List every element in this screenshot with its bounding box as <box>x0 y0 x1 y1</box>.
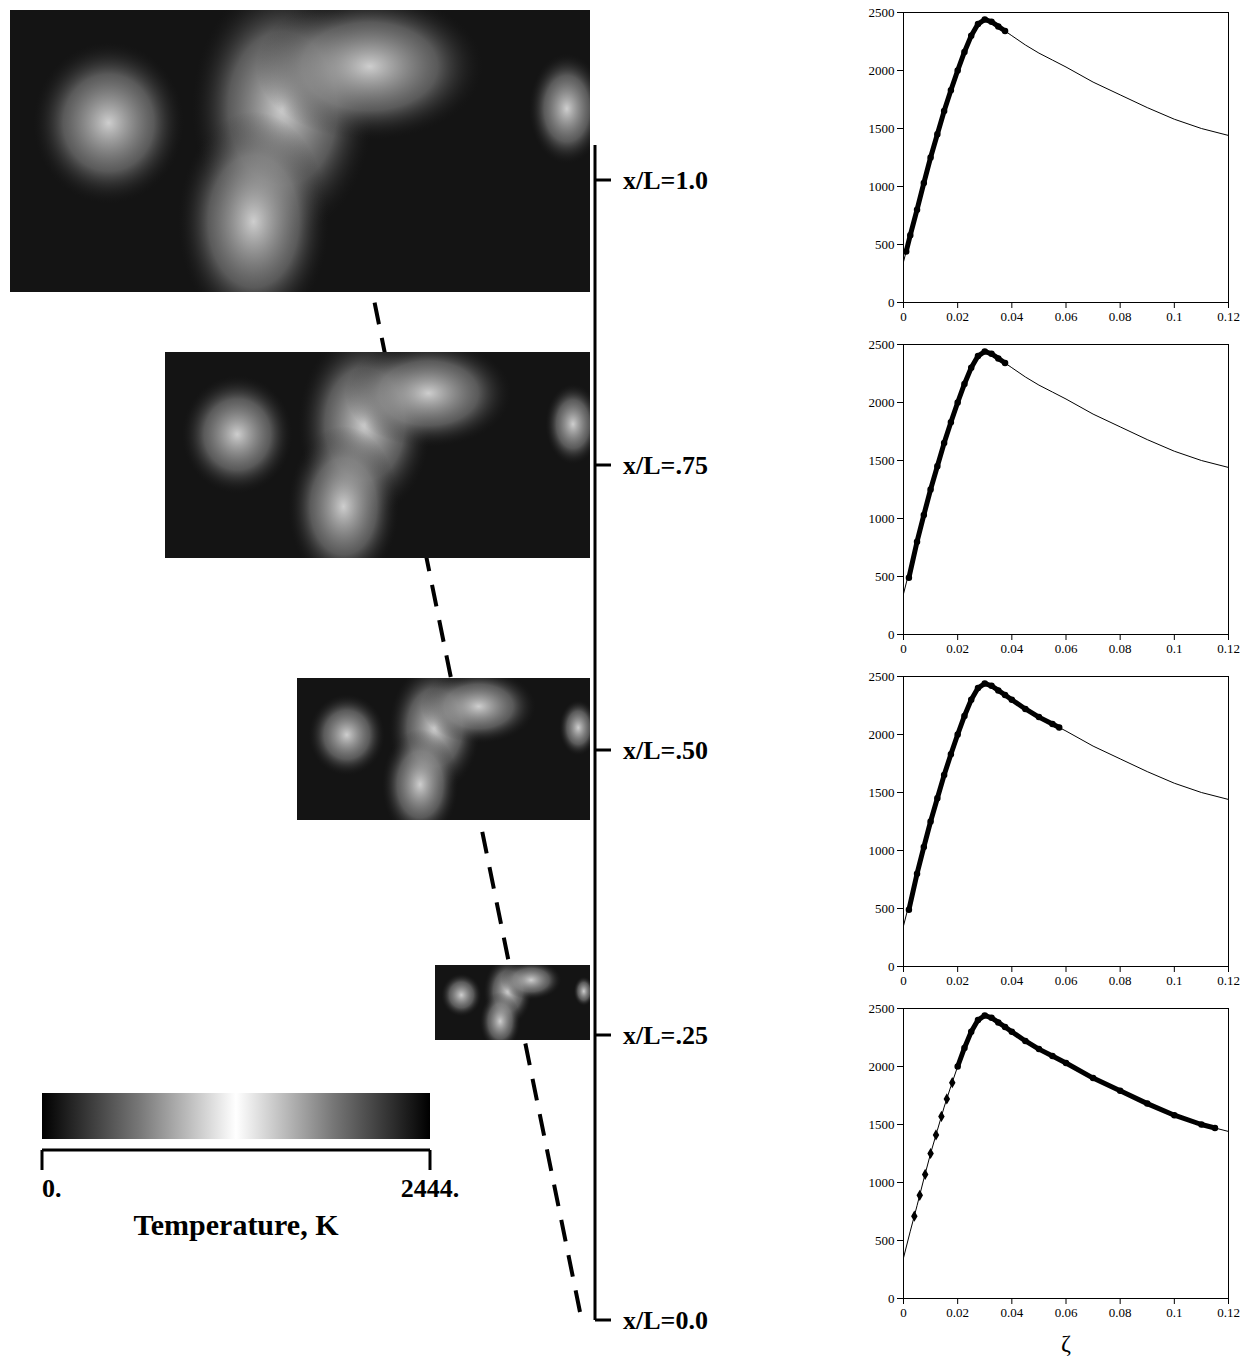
svg-text:0.04: 0.04 <box>1000 1305 1023 1320</box>
svg-text:1500: 1500 <box>869 785 895 800</box>
svg-text:1000: 1000 <box>869 843 895 858</box>
svg-text:x/L=0.0: x/L=0.0 <box>623 1306 708 1335</box>
svg-text:0.08: 0.08 <box>1109 309 1132 324</box>
svg-text:0.: 0. <box>42 1174 62 1203</box>
svg-text:0: 0 <box>900 973 907 988</box>
svg-text:0.02: 0.02 <box>946 973 969 988</box>
svg-text:0.1: 0.1 <box>1166 641 1182 656</box>
svg-text:2000: 2000 <box>869 395 895 410</box>
svg-text:x/L=.50: x/L=.50 <box>623 736 708 765</box>
svg-text:x/L=1.0: x/L=1.0 <box>623 166 708 195</box>
svg-text:0.12: 0.12 <box>1217 641 1240 656</box>
svg-text:0.1: 0.1 <box>1166 1305 1182 1320</box>
svg-text:2444.: 2444. <box>401 1174 460 1203</box>
svg-text:1000: 1000 <box>869 1175 895 1190</box>
svg-text:2500: 2500 <box>869 1001 895 1016</box>
svg-text:0: 0 <box>900 1305 907 1320</box>
svg-text:0.08: 0.08 <box>1109 1305 1132 1320</box>
svg-text:0.1: 0.1 <box>1166 309 1182 324</box>
svg-text:x/L=.75: x/L=.75 <box>623 451 708 480</box>
svg-text:0.12: 0.12 <box>1217 1305 1240 1320</box>
svg-text:0.08: 0.08 <box>1109 973 1132 988</box>
svg-text:0.12: 0.12 <box>1217 309 1240 324</box>
svg-text:2500: 2500 <box>869 5 895 20</box>
svg-text:0.12: 0.12 <box>1217 973 1240 988</box>
svg-text:2500: 2500 <box>869 337 895 352</box>
svg-text:1000: 1000 <box>869 179 895 194</box>
svg-text:0.02: 0.02 <box>946 309 969 324</box>
svg-text:1000: 1000 <box>869 511 895 526</box>
svg-text:ζ: ζ <box>1061 1330 1071 1356</box>
svg-text:2000: 2000 <box>869 1059 895 1074</box>
svg-text:0.08: 0.08 <box>1109 641 1132 656</box>
svg-text:x/L=.25: x/L=.25 <box>623 1021 708 1050</box>
svg-text:0.02: 0.02 <box>946 641 969 656</box>
svg-text:0.06: 0.06 <box>1055 641 1078 656</box>
svg-text:0: 0 <box>888 959 895 974</box>
svg-text:0.06: 0.06 <box>1055 973 1078 988</box>
svg-text:1500: 1500 <box>869 1117 895 1132</box>
svg-text:2000: 2000 <box>869 727 895 742</box>
svg-text:0.06: 0.06 <box>1055 309 1078 324</box>
svg-text:500: 500 <box>875 569 895 584</box>
svg-text:0.04: 0.04 <box>1000 641 1023 656</box>
svg-text:500: 500 <box>875 901 895 916</box>
svg-text:500: 500 <box>875 237 895 252</box>
svg-text:0: 0 <box>888 295 895 310</box>
svg-text:0: 0 <box>900 309 907 324</box>
svg-text:0: 0 <box>900 641 907 656</box>
svg-text:0: 0 <box>888 627 895 642</box>
svg-text:500: 500 <box>875 1233 895 1248</box>
svg-text:0.06: 0.06 <box>1055 1305 1078 1320</box>
svg-text:1500: 1500 <box>869 121 895 136</box>
svg-text:0.04: 0.04 <box>1000 973 1023 988</box>
svg-text:Temperature, K: Temperature, K <box>134 1208 340 1241</box>
svg-text:2500: 2500 <box>869 669 895 684</box>
svg-text:1500: 1500 <box>869 453 895 468</box>
svg-text:0.1: 0.1 <box>1166 973 1182 988</box>
svg-text:0: 0 <box>888 1291 895 1306</box>
svg-text:0.04: 0.04 <box>1000 309 1023 324</box>
svg-text:0.02: 0.02 <box>946 1305 969 1320</box>
svg-text:2000: 2000 <box>869 63 895 78</box>
